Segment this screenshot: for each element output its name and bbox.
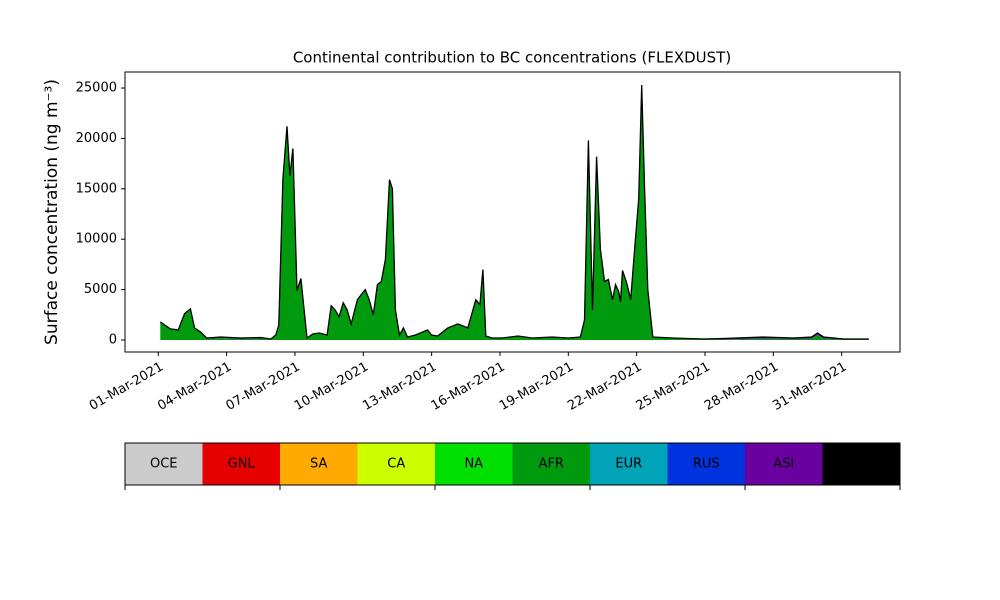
colorbar-label: ASI: [773, 457, 794, 472]
colorbar-label: NA: [464, 457, 483, 472]
y-axis-label: Surface concentration (ng m⁻³): [42, 79, 62, 345]
area: [160, 85, 869, 340]
y-tick-label: 10000: [76, 232, 117, 247]
x-tick-label: 01-Mar-2021: [87, 360, 166, 414]
y-tick-label: 25000: [76, 81, 117, 96]
y-tick-label: 20000: [76, 131, 117, 146]
colorbar-ticks: [124, 485, 901, 490]
colorbar-swatch: [667, 443, 746, 485]
colorbar: OCE GNL SA CA NA AFR EUR RUS ASI AUS: [125, 443, 901, 485]
chart-title: Continental contribution to BC concentra…: [293, 49, 731, 67]
colorbar-label: SA: [310, 457, 327, 472]
x-tick-label: 16-Mar-2021: [429, 360, 508, 414]
colorbar-label: AFR: [539, 457, 564, 472]
colorbar-swatch: [512, 443, 591, 485]
colorbar-label: OCE: [150, 457, 178, 472]
x-tick-label: 25-Mar-2021: [634, 360, 713, 414]
x-tick-label: 04-Mar-2021: [155, 360, 234, 414]
x-tick-label: 22-Mar-2021: [565, 360, 644, 414]
axes-frame: [124, 71, 901, 353]
y-tick-label: 0: [109, 333, 117, 348]
colorbar-label: EUR: [615, 457, 642, 472]
x-tick-label: 19-Mar-2021: [497, 360, 576, 414]
y-tick-label: 5000: [84, 282, 117, 297]
colorbar-label: AUS: [848, 457, 875, 472]
x-tick-label: 31-Mar-2021: [770, 360, 849, 414]
area: [160, 85, 869, 340]
x-tick-label: 07-Mar-2021: [224, 360, 303, 414]
colorbar-swatch: [745, 443, 823, 485]
colorbar-label: GNL: [228, 457, 256, 472]
x-tick-label: 13-Mar-2021: [360, 360, 439, 414]
colorbar-swatch: [202, 443, 281, 485]
plot-area: [159, 84, 869, 340]
colorbar-swatch: [435, 443, 513, 485]
x-tick-label: 10-Mar-2021: [292, 360, 371, 414]
total-outline: [159, 84, 869, 340]
colorbar-frame: [124, 442, 901, 486]
y-tick-label: 15000: [76, 181, 117, 196]
colorbar-swatch: [822, 443, 901, 485]
colorbar-label: CA: [387, 457, 405, 472]
colorbar-swatch: [590, 443, 668, 485]
colorbar-swatch: [125, 443, 203, 485]
colorbar-swatch: [280, 443, 358, 485]
colorbar-label: RUS: [693, 457, 720, 472]
colorbar-swatch: [357, 443, 436, 485]
x-tick-label: 28-Mar-2021: [702, 360, 781, 414]
